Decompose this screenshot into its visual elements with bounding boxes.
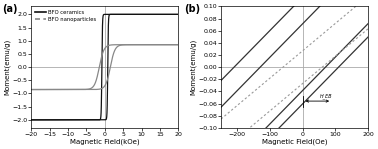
X-axis label: Magnetic Field(Oe): Magnetic Field(Oe) [262, 138, 327, 145]
Text: (a): (a) [2, 4, 17, 14]
X-axis label: Magnetic Field(kOe): Magnetic Field(kOe) [70, 138, 139, 145]
Y-axis label: Moment(emu/g): Moment(emu/g) [4, 39, 11, 95]
Y-axis label: Moment(emu/g): Moment(emu/g) [190, 39, 197, 95]
Text: H_EB: H_EB [320, 93, 333, 99]
Legend: BFO ceramics, BFO nanoparticles: BFO ceramics, BFO nanoparticles [34, 9, 97, 22]
Text: (b): (b) [184, 4, 200, 14]
